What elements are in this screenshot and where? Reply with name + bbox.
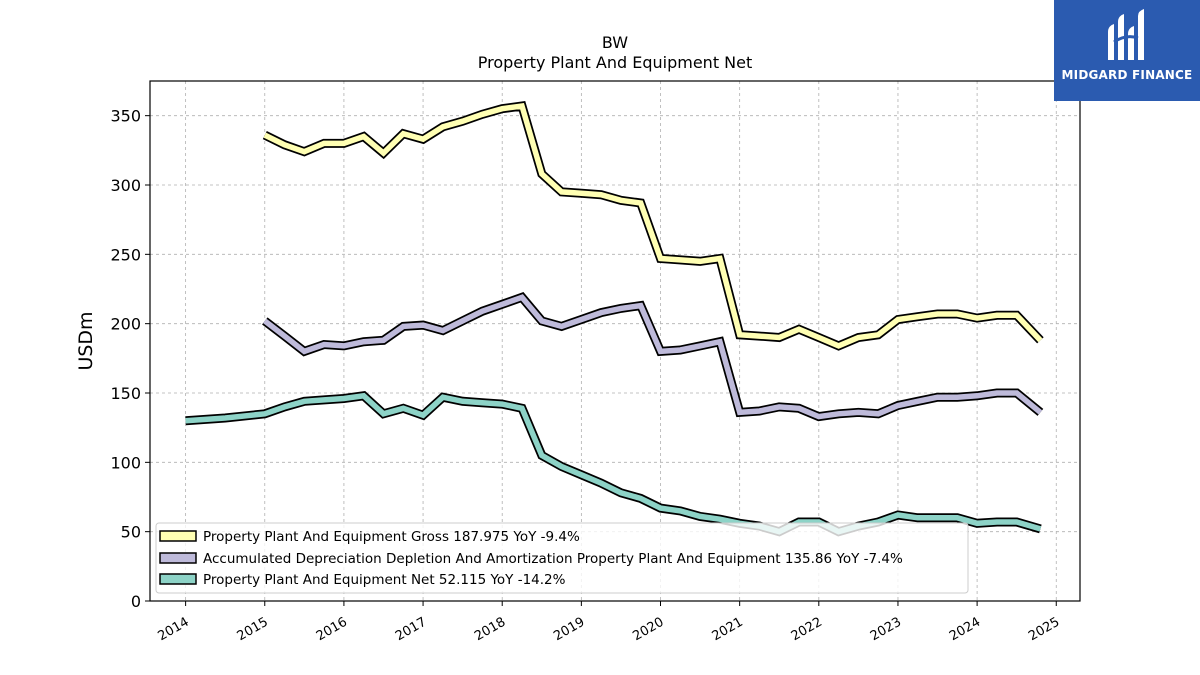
legend-label-gross: Property Plant And Equipment Gross 187.9… [203,529,580,545]
x-tick-label: 2015 [235,615,271,645]
y-tick-label: 300 [110,176,141,195]
x-tick-label: 2024 [947,615,983,645]
y-tick-label: 0 [131,592,141,611]
series-lines [185,101,1044,537]
brand-logo-icon [1108,9,1144,60]
y-tick-label: 150 [110,384,141,403]
series-line-accumulated-depreciation [263,294,1043,420]
legend-entry-accumulated-depreciation: Accumulated Depreciation Depletion And A… [159,551,903,567]
x-tick-label: 2018 [472,615,508,645]
y-tick-label: 250 [110,245,141,264]
series-line-gross [263,102,1043,349]
x-tick-label: 2023 [868,615,904,645]
legend-swatch-net [159,573,197,585]
x-tick-label: 2025 [1026,615,1062,645]
x-tick-label: 2016 [314,615,350,645]
y-tick-label: 200 [110,315,141,334]
x-tick-label: 2021 [710,615,746,645]
x-tick-label: 2022 [789,615,825,645]
legend-label-net: Property Plant And Equipment Net 52.115 … [203,572,566,588]
y-axis-label: USDm [75,311,97,370]
legend-swatch-gross [159,530,197,542]
series-line-outline-net [185,391,1042,537]
legend: Property Plant And Equipment Gross 187.9… [155,522,969,594]
x-tick-label: 2020 [630,615,666,645]
x-tick-label: 2014 [156,615,192,645]
chart-title: BW [602,33,628,52]
legend-label-accumulated-depreciation: Accumulated Depreciation Depletion And A… [203,551,903,567]
y-tick-label: 100 [110,453,141,472]
chart-subtitle: Property Plant And Equipment Net [478,53,753,72]
y-tick-label: 350 [110,107,141,126]
brand-logo-text: MIDGARD FINANCE [1061,68,1193,82]
legend-entry-net: Property Plant And Equipment Net 52.115 … [159,572,566,588]
legend-box [155,522,969,594]
legend-entry-gross: Property Plant And Equipment Gross 187.9… [159,529,580,545]
legend-swatch-accumulated-depreciation [159,552,197,564]
plot-frame [149,80,1081,602]
y-tick-label: 50 [121,523,141,542]
series-line-net [185,392,1042,535]
series-line-outline-gross [262,101,1044,351]
x-tick-label: 2017 [393,615,429,645]
brand-logo: MIDGARD FINANCE [1054,0,1200,101]
x-tick-label: 2019 [551,615,587,645]
